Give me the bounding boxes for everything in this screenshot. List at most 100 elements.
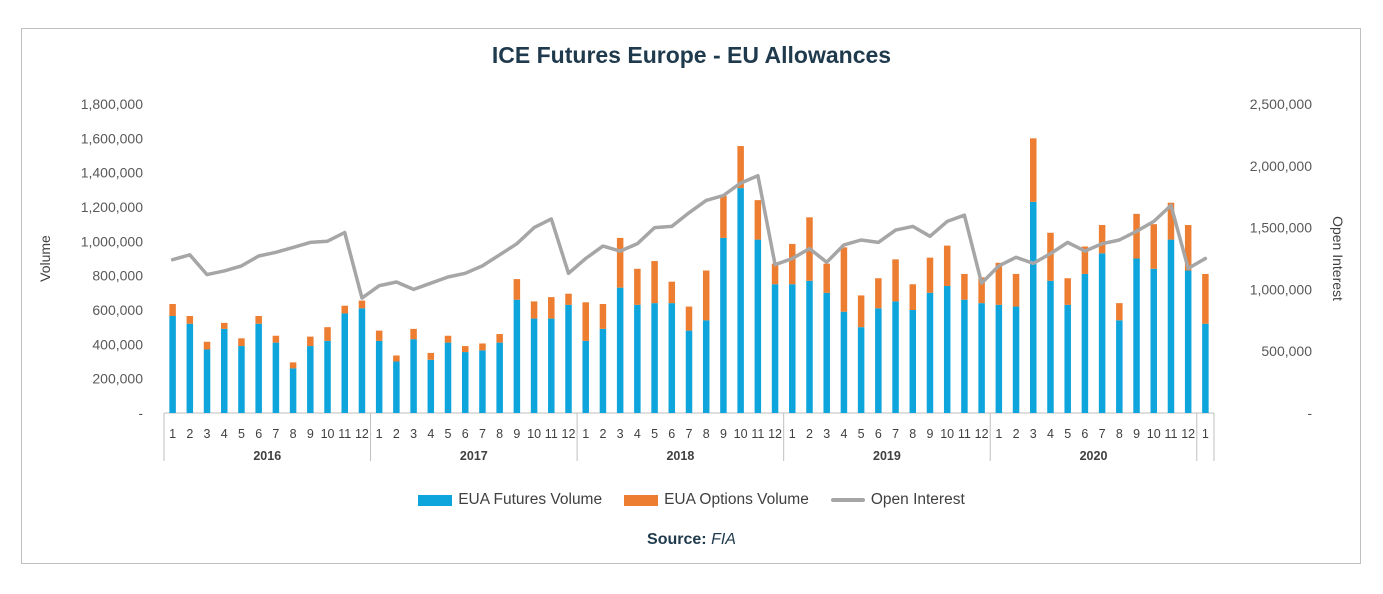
- bar-futures-volume: [1167, 239, 1175, 413]
- bar-options-volume: [668, 281, 676, 304]
- bar-futures-volume: [754, 239, 762, 413]
- x-tick-label: 5: [1064, 427, 1071, 441]
- x-tick-label: 3: [1030, 427, 1037, 441]
- bar-futures-volume: [203, 349, 211, 413]
- bar-futures-volume: [1150, 268, 1158, 413]
- legend-item-open-interest: Open Interest: [830, 491, 965, 509]
- x-tick-label: 10: [734, 427, 748, 441]
- bar-options-volume: [961, 273, 968, 300]
- bar-futures-volume: [393, 361, 400, 413]
- bar-options-volume: [720, 195, 727, 238]
- bar-options-volume: [737, 146, 744, 189]
- bar-options-volume: [513, 279, 521, 300]
- x-tick-label: 11: [751, 427, 764, 441]
- bar-options-volume: [909, 284, 917, 310]
- x-tick-label: 2: [186, 427, 193, 441]
- bar-futures-volume: [1064, 304, 1071, 413]
- x-group-label: 2017: [460, 449, 488, 463]
- bar-futures-volume: [289, 368, 297, 413]
- bar-futures-volume: [1133, 258, 1140, 413]
- bar-futures-volume: [806, 280, 813, 413]
- bar-options-volume: [978, 277, 985, 304]
- bar-futures-volume: [840, 311, 848, 413]
- y2-tick-label: 1,500,000: [1250, 220, 1312, 236]
- bar-options-volume: [461, 346, 469, 353]
- x-tick-label: 7: [272, 427, 279, 441]
- x-group-label: 2020: [1080, 449, 1108, 463]
- chart-legend: EUA Futures Volume EUA Options Volume Op…: [0, 491, 1383, 509]
- bar-options-volume: [1202, 273, 1209, 324]
- bar-futures-volume: [1081, 273, 1089, 413]
- x-tick-label: 8: [909, 427, 916, 441]
- bar-futures-volume: [255, 323, 262, 413]
- x-tick-label: 4: [840, 427, 847, 441]
- bar-options-volume: [616, 237, 624, 288]
- bar-options-volume: [530, 301, 538, 319]
- bar-futures-volume: [1030, 201, 1037, 413]
- bar-futures-volume: [358, 308, 366, 413]
- x-group-label: 2018: [666, 449, 694, 463]
- x-tick-label: 4: [427, 427, 434, 441]
- x-group-label: 2019: [873, 449, 901, 463]
- bar-options-volume: [238, 338, 245, 347]
- bar-futures-volume: [651, 303, 658, 413]
- x-tick-label: 12: [975, 427, 989, 441]
- x-tick-label: 3: [410, 427, 417, 441]
- bar-options-volume: [324, 327, 331, 341]
- y2-tick-label: 500,000: [1261, 343, 1312, 359]
- bar-options-volume: [1133, 213, 1140, 259]
- bar-options-volume: [1150, 224, 1158, 269]
- x-tick-label: 9: [927, 427, 934, 441]
- bar-options-volume: [840, 247, 848, 312]
- bar-options-volume: [754, 200, 762, 240]
- bar-options-volume: [427, 352, 435, 360]
- legend-label-options: EUA Options Volume: [664, 491, 809, 508]
- legend-swatch-options: [624, 494, 659, 506]
- legend-label-futures: EUA Futures Volume: [458, 491, 603, 508]
- bar-futures-volume: [702, 320, 710, 413]
- y-tick-label: 600,000: [92, 302, 143, 318]
- x-tick-label: 3: [617, 427, 624, 441]
- x-tick-label: 7: [686, 427, 693, 441]
- bar-futures-volume: [324, 340, 331, 413]
- x-tick-label: 6: [255, 427, 262, 441]
- x-tick-label: 9: [307, 427, 314, 441]
- bar-futures-volume: [616, 287, 624, 413]
- bar-options-volume: [548, 297, 555, 319]
- y2-tick-label: 2,000,000: [1250, 158, 1312, 174]
- legend-item-futures: EUA Futures Volume: [418, 491, 602, 509]
- bar-futures-volume: [857, 327, 865, 413]
- x-tick-label: 7: [892, 427, 899, 441]
- bar-futures-volume: [496, 342, 503, 413]
- bar-options-volume: [685, 306, 693, 331]
- bar-futures-volume: [169, 316, 176, 413]
- bar-options-volume: [307, 336, 314, 347]
- bar-options-volume: [789, 243, 796, 285]
- bar-options-volume: [1047, 232, 1054, 281]
- x-tick-label: 6: [668, 427, 675, 441]
- bar-futures-volume: [771, 284, 779, 413]
- bar-futures-volume: [427, 359, 435, 413]
- bar-futures-volume: [995, 304, 1003, 413]
- x-tick-label: 8: [496, 427, 503, 441]
- x-group-label: 2016: [253, 449, 281, 463]
- bar-options-volume: [341, 305, 348, 314]
- y-tick-label: 1,800,000: [81, 96, 143, 112]
- bar-futures-volume: [737, 188, 744, 413]
- bar-futures-volume: [220, 328, 228, 413]
- bar-options-volume: [358, 300, 366, 309]
- bar-options-volume: [771, 263, 779, 285]
- bar-options-volume: [220, 322, 228, 329]
- bar-futures-volume: [1098, 253, 1106, 413]
- bar-options-volume: [186, 316, 194, 324]
- chart-title: ICE Futures Europe - EU Allowances: [491, 42, 892, 68]
- x-tick-label: 1: [995, 427, 1002, 441]
- x-tick-label: 2: [599, 427, 606, 441]
- legend-item-options: EUA Options Volume: [624, 491, 809, 509]
- source-label: Source:: [647, 531, 707, 548]
- x-tick-label: 6: [1081, 427, 1088, 441]
- bar-futures-volume: [875, 308, 882, 413]
- bar-options-volume: [599, 303, 607, 329]
- y-tick-label: 1,200,000: [81, 199, 143, 215]
